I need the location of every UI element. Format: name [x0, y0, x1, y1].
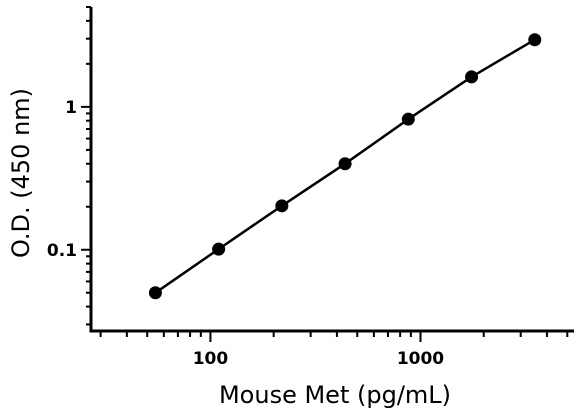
x-axis-title: Mouse Met (pg/mL): [219, 381, 451, 409]
x-tick-label: 1000: [397, 349, 444, 369]
y-minor-ticks: [86, 6, 91, 326]
data-point: [212, 242, 226, 256]
y-axis-title: O.D. (450 nm): [7, 88, 35, 258]
y-major-ticks: [81, 105, 91, 251]
axes: [81, 6, 574, 342]
data-point: [528, 33, 542, 47]
x-minor-ticks: [99, 331, 569, 337]
y-tick-label: 0.1: [47, 241, 77, 261]
data-point: [465, 70, 479, 84]
data-points: [148, 33, 542, 300]
data-point: [401, 112, 415, 126]
data-point: [275, 199, 289, 213]
tick-labels: 0.1 1 100 1000: [47, 98, 444, 369]
plot-area: [148, 33, 542, 300]
data-point: [338, 157, 352, 171]
data-point: [148, 286, 162, 300]
y-tick-label: 1: [65, 98, 77, 118]
x-tick-label: 100: [193, 349, 229, 369]
x-major-ticks: [209, 331, 422, 342]
